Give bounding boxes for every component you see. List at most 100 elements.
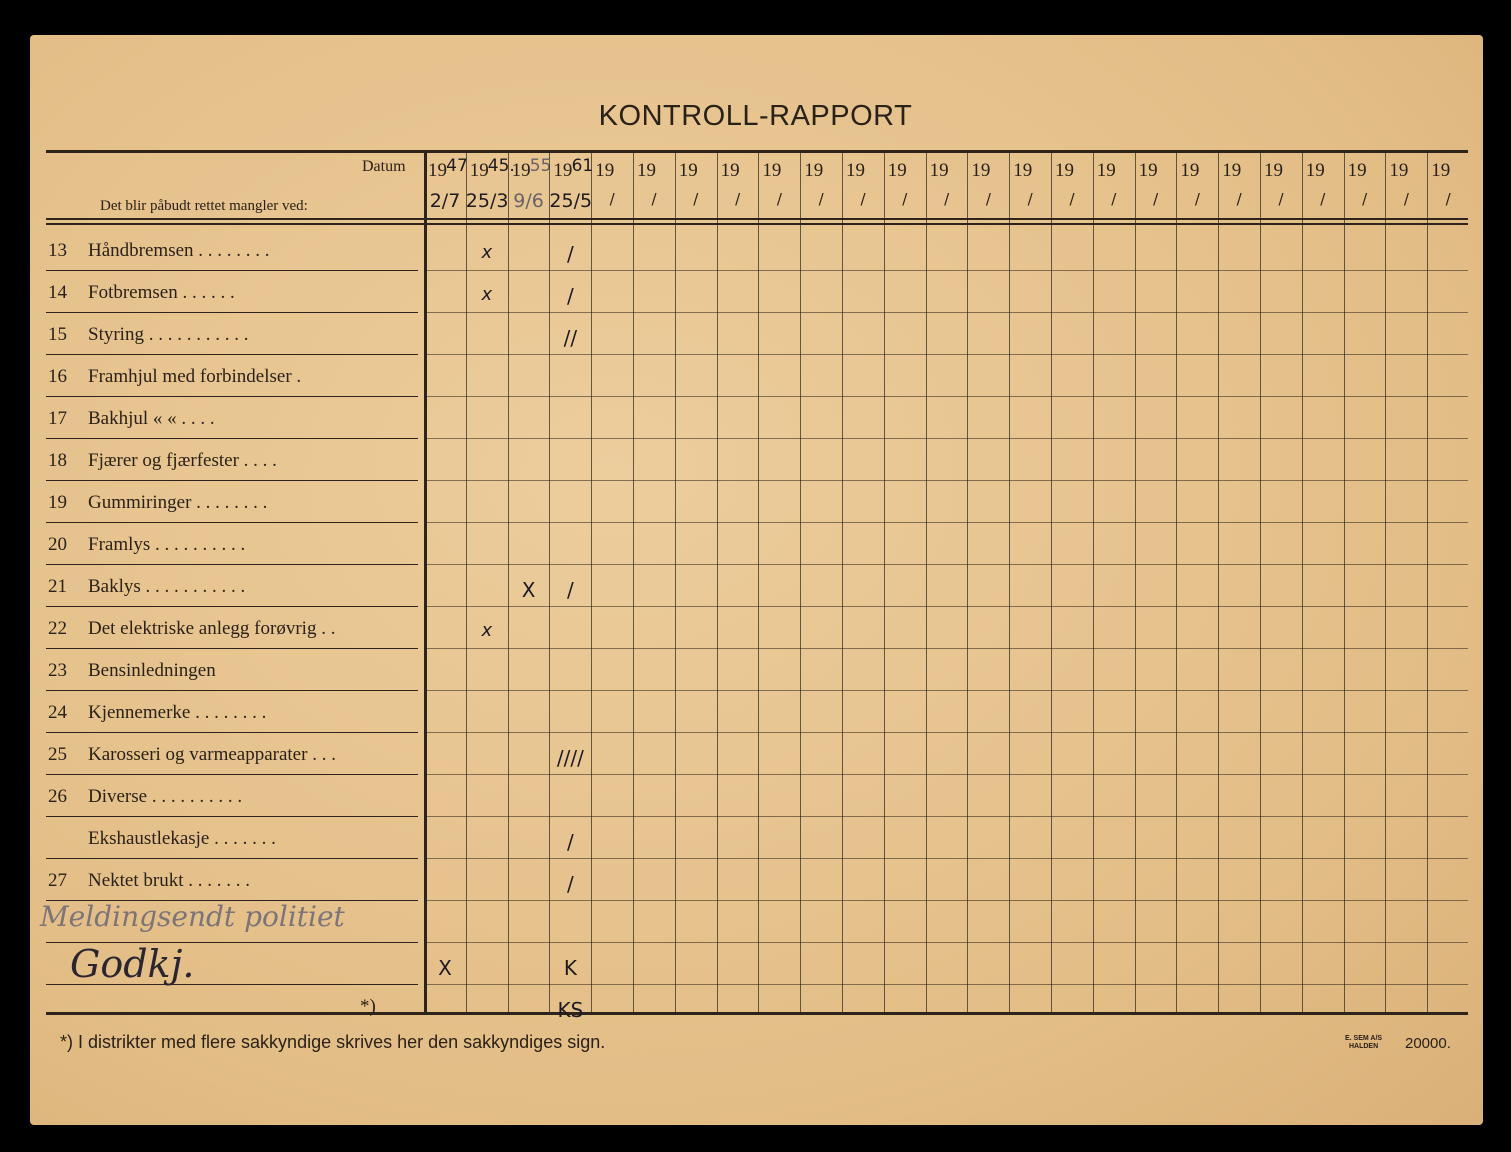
column-date: / bbox=[1362, 190, 1368, 208]
column-date: 2/7 bbox=[429, 190, 461, 212]
column-year-prefix: 19 bbox=[929, 160, 949, 181]
column-date: / bbox=[985, 190, 991, 208]
column-year-prefix: 19 bbox=[1096, 160, 1116, 181]
column-date: / bbox=[1320, 190, 1326, 208]
handwritten-mark: / bbox=[567, 242, 574, 266]
column-year-handwritten: 55 bbox=[529, 156, 552, 176]
row-label: Framhjul med forbindelser . bbox=[88, 366, 302, 387]
row-rule-grid bbox=[424, 480, 1468, 481]
row-rule-grid bbox=[424, 732, 1468, 733]
column-date: / bbox=[651, 190, 657, 208]
row-rule bbox=[46, 270, 418, 271]
column-year-prefix: 19 bbox=[1264, 160, 1283, 181]
print-run: 20000. bbox=[1405, 1035, 1451, 1052]
row-number: 16 bbox=[48, 366, 67, 387]
row-label: Kjennemerke . . . . . . . . bbox=[88, 702, 267, 723]
column-year-prefix: 19 bbox=[1431, 160, 1451, 181]
row-label: *) bbox=[360, 996, 376, 1017]
column-divider bbox=[1260, 150, 1261, 1012]
column-divider bbox=[1301, 150, 1303, 1012]
row-rule bbox=[46, 984, 418, 985]
column-date: 25/5 bbox=[549, 190, 593, 212]
column-date: / bbox=[1236, 190, 1242, 208]
row-label: Gummiringer . . . . . . . . bbox=[88, 492, 268, 513]
row-label: Karosseri og varmeapparater . . . bbox=[88, 744, 336, 765]
row-rule-grid bbox=[424, 522, 1468, 523]
column-divider bbox=[674, 150, 676, 1012]
page-title: KONTROLL-RAPPORT bbox=[598, 100, 913, 132]
column-date: / bbox=[1278, 190, 1284, 208]
row-rule bbox=[46, 312, 418, 313]
column-year-prefix: 19 bbox=[678, 160, 698, 181]
inspection-card bbox=[30, 35, 1483, 1125]
column-divider bbox=[1218, 150, 1220, 1012]
column-divider bbox=[1385, 150, 1387, 1012]
column-year-prefix: 19 bbox=[637, 160, 656, 181]
column-date: / bbox=[1069, 190, 1075, 208]
column-date: / bbox=[1111, 190, 1117, 208]
handwritten-mark: KS bbox=[557, 998, 584, 1022]
row-number: 21 bbox=[48, 576, 67, 597]
column-date: / bbox=[1445, 190, 1451, 208]
column-year-handwritten: 61 bbox=[571, 156, 594, 176]
row-rule-grid bbox=[424, 396, 1468, 397]
table-bottom-rule bbox=[46, 1012, 1468, 1015]
row-rule bbox=[46, 774, 418, 775]
handwritten-mark: / bbox=[567, 284, 574, 308]
column-divider bbox=[591, 150, 593, 1012]
column-date: / bbox=[1194, 190, 1200, 208]
column-date: / bbox=[1153, 190, 1159, 208]
row-rule bbox=[46, 942, 418, 943]
row-number: 15 bbox=[48, 324, 67, 345]
row-label: Håndbremsen . . . . . . . . bbox=[88, 240, 270, 261]
row-label: Ekshaustlekasje . . . . . . . bbox=[88, 828, 276, 849]
row-label: Baklys . . . . . . . . . . . bbox=[88, 576, 246, 597]
column-date: / bbox=[776, 190, 782, 208]
row-label: Diverse . . . . . . . . . . bbox=[88, 786, 243, 807]
column-year-prefix: 19 bbox=[595, 160, 615, 181]
column-date: / bbox=[1403, 190, 1409, 208]
handwritten-mark: //// bbox=[556, 746, 584, 770]
row-rule bbox=[46, 690, 418, 691]
handwritten-mark: / bbox=[567, 830, 574, 854]
row-rule-grid bbox=[424, 984, 1468, 985]
row-number: 25 bbox=[48, 744, 67, 765]
column-year-prefix: 19 bbox=[720, 160, 740, 181]
row-number: 24 bbox=[48, 702, 67, 723]
column-year-prefix: 19 bbox=[804, 160, 824, 181]
handwritten-mark: X bbox=[438, 956, 452, 980]
column-divider bbox=[1176, 150, 1178, 1012]
column-divider bbox=[1134, 150, 1136, 1012]
row-number: 26 bbox=[48, 786, 67, 807]
row-rule bbox=[46, 396, 418, 397]
column-date: / bbox=[818, 190, 824, 208]
column-year-prefix: 19 bbox=[1013, 160, 1033, 181]
column-year-handwritten: 47 bbox=[446, 156, 468, 176]
column-date: 25/3 bbox=[465, 190, 509, 212]
printer-name: E. SEM A/S bbox=[1345, 1035, 1383, 1042]
row-rule bbox=[46, 354, 418, 355]
handwritten-mark: x bbox=[481, 620, 493, 641]
handwritten-note: Godkj. bbox=[70, 942, 195, 986]
column-divider bbox=[1009, 150, 1011, 1012]
column-year-prefix: 19 bbox=[1389, 160, 1409, 181]
column-divider bbox=[925, 150, 927, 1012]
row-number: 14 bbox=[48, 282, 67, 303]
column-date: / bbox=[902, 190, 908, 208]
column-date: / bbox=[609, 190, 615, 208]
row-rule-grid bbox=[424, 690, 1468, 691]
row-label: Styring . . . . . . . . . . . bbox=[88, 324, 249, 345]
row-label: Bakhjul « « . . . . bbox=[88, 408, 215, 429]
column-divider bbox=[967, 150, 969, 1012]
column-divider bbox=[883, 150, 885, 1012]
row-rule bbox=[46, 480, 418, 481]
row-rule-grid bbox=[424, 270, 1468, 271]
printer-mark: E. SEM A/S HALDEN bbox=[1345, 1035, 1382, 1051]
handwritten-mark: / bbox=[567, 872, 574, 896]
row-number: 27 bbox=[48, 870, 67, 891]
handwritten-mark: / bbox=[567, 578, 574, 602]
handwritten-note: Meldingsendt politiet bbox=[40, 900, 345, 933]
handwritten-mark: // bbox=[563, 326, 578, 350]
column-divider bbox=[1092, 150, 1094, 1012]
row-label: Fotbremsen . . . . . . bbox=[88, 282, 235, 303]
